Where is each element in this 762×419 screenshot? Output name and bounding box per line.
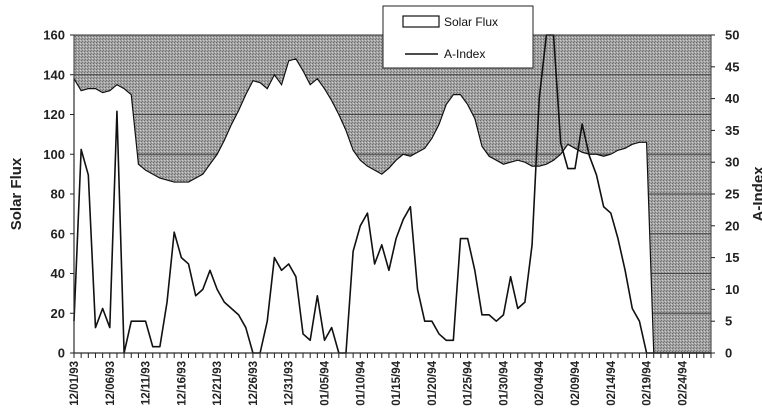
x-tick-label: 01/10/94 [355,360,367,405]
x-tick-label: 01/05/94 [320,360,332,405]
x-tick-label: 12/16/93 [176,361,188,406]
left-tick-label: 100 [43,147,65,162]
x-tick-label: 02/04/94 [534,360,546,405]
x-tick-label: 01/25/94 [463,360,475,405]
x-tick-label: 12/26/93 [248,361,260,406]
solar-flux-area [73,58,711,354]
right-tick-label: 45 [725,59,739,74]
x-tick-label: 01/30/94 [498,360,510,405]
a-index-line [73,34,711,354]
x-tick-label: 12/01/93 [69,361,81,406]
x-tick-label: 12/21/93 [212,361,224,406]
right-tick-label: 30 [725,155,739,170]
legend-label-solar-flux: Solar Flux [444,15,498,29]
left-tick-label: 40 [51,266,65,281]
right-tick-label: 20 [725,218,739,233]
right-axis-title: A-Index [750,166,762,222]
right-tick-label: 25 [725,187,739,202]
x-tick-label: 02/09/94 [570,360,582,405]
right-tick-label: 10 [725,282,739,297]
x-tick-label: 12/11/93 [141,361,153,405]
left-axis-title: Solar Flux [8,157,25,230]
x-tick-label: 02/24/94 [677,360,689,405]
left-tick-label: 80 [51,187,65,202]
x-tick-label: 12/31/93 [284,361,296,406]
x-tick-label: 01/20/94 [427,360,439,405]
left-tick-label: 0 [58,346,65,361]
x-tick-label: 12/06/93 [105,361,117,406]
right-tick-label: 0 [725,346,732,361]
left-tick-label: 160 [43,28,65,43]
right-tick-label: 40 [725,91,739,106]
left-tick-label: 140 [43,67,65,82]
left-tick-label: 120 [43,107,65,122]
solar-flux-swatch [402,15,440,28]
left-axis: 0 20 40 60 80 100 120 140 160 [43,28,74,361]
left-tick-label: 60 [51,226,65,241]
legend-label-a-index: A-Index [444,47,485,61]
legend: Solar Flux A-Index [382,5,534,69]
x-tick-label: 02/14/94 [606,360,618,405]
x-axis: 12/01/93 12/06/93 12/11/93 12/16/93 12/21/93… [69,353,712,406]
x-tick-label: 01/15/94 [391,360,403,405]
left-tick-label: 20 [51,306,65,321]
x-tick-label: 02/19/94 [642,360,654,405]
right-tick-label: 15 [725,250,739,265]
right-tick-label: 50 [725,28,739,43]
right-axis: 0 5 10 15 20 25 30 35 40 45 50 [711,28,739,361]
right-tick-label: 35 [725,123,739,138]
right-tick-label: 5 [725,314,732,329]
